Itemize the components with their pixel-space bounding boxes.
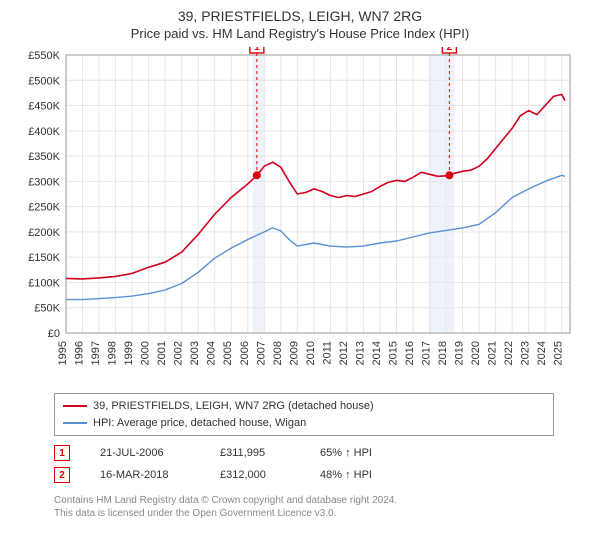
svg-text:£100K: £100K bbox=[28, 277, 60, 289]
sale-date: 21-JUL-2006 bbox=[100, 447, 190, 459]
svg-text:2018: 2018 bbox=[437, 341, 449, 365]
svg-text:2025: 2025 bbox=[553, 341, 565, 365]
chart-svg: £0 £50K £100K £150K £200K £250K £300K £350K £400… bbox=[20, 47, 580, 387]
svg-text:2010: 2010 bbox=[305, 341, 317, 365]
svg-text:£400K: £400K bbox=[28, 126, 60, 138]
page-title: 39, PRIESTFIELDS, LEIGH, WN7 2RG bbox=[10, 8, 590, 24]
svg-text:1997: 1997 bbox=[90, 341, 102, 365]
svg-text:£250K: £250K bbox=[28, 202, 60, 214]
sale-hpi: 65% ↑ HPI bbox=[320, 447, 410, 459]
svg-text:2007: 2007 bbox=[255, 341, 267, 365]
sale-price: £312,000 bbox=[220, 469, 290, 481]
svg-text:2008: 2008 bbox=[272, 341, 284, 365]
svg-text:2023: 2023 bbox=[520, 341, 532, 365]
svg-text:2002: 2002 bbox=[173, 341, 185, 365]
sales-table: 1 21-JUL-2006 £311,995 65% ↑ HPI 2 16-MA… bbox=[54, 442, 590, 486]
legend-item-property: 39, PRIESTFIELDS, LEIGH, WN7 2RG (detach… bbox=[63, 398, 545, 415]
sale-date: 16-MAR-2018 bbox=[100, 469, 190, 481]
svg-text:1999: 1999 bbox=[123, 341, 135, 365]
svg-text:2006: 2006 bbox=[239, 341, 251, 365]
svg-text:1995: 1995 bbox=[57, 341, 69, 365]
svg-text:2000: 2000 bbox=[140, 341, 152, 365]
svg-text:£550K: £550K bbox=[28, 50, 60, 62]
svg-text:2001: 2001 bbox=[156, 341, 168, 365]
svg-text:2020: 2020 bbox=[470, 341, 482, 365]
svg-text:1998: 1998 bbox=[107, 341, 119, 365]
svg-text:2011: 2011 bbox=[321, 341, 333, 365]
svg-text:2013: 2013 bbox=[354, 341, 366, 365]
svg-text:1: 1 bbox=[254, 47, 260, 53]
svg-text:£500K: £500K bbox=[28, 75, 60, 87]
svg-text:2017: 2017 bbox=[421, 341, 433, 365]
svg-text:£50K: £50K bbox=[34, 303, 60, 315]
footer: Contains HM Land Registry data © Crown c… bbox=[54, 494, 590, 520]
legend-label: HPI: Average price, detached house, Wiga… bbox=[93, 415, 306, 432]
svg-text:£150K: £150K bbox=[28, 252, 60, 264]
sale-row: 1 21-JUL-2006 £311,995 65% ↑ HPI bbox=[54, 442, 590, 464]
svg-text:2022: 2022 bbox=[503, 341, 515, 365]
legend: 39, PRIESTFIELDS, LEIGH, WN7 2RG (detach… bbox=[54, 393, 554, 436]
svg-text:£350K: £350K bbox=[28, 151, 60, 163]
svg-text:2: 2 bbox=[447, 47, 453, 53]
sale-badge: 2 bbox=[54, 467, 70, 483]
svg-text:2016: 2016 bbox=[404, 341, 416, 365]
sale-badge: 1 bbox=[54, 445, 70, 461]
sale-price: £311,995 bbox=[220, 447, 290, 459]
svg-text:2009: 2009 bbox=[288, 341, 300, 365]
price-chart: £0 £50K £100K £150K £200K £250K £300K £350K £400… bbox=[20, 47, 580, 387]
svg-text:2015: 2015 bbox=[387, 341, 399, 365]
legend-swatch bbox=[63, 405, 87, 407]
svg-text:2005: 2005 bbox=[222, 341, 234, 365]
svg-text:£450K: £450K bbox=[28, 101, 60, 113]
svg-text:£300K: £300K bbox=[28, 176, 60, 188]
svg-text:1996: 1996 bbox=[74, 341, 86, 365]
legend-item-hpi: HPI: Average price, detached house, Wiga… bbox=[63, 415, 545, 432]
svg-text:£200K: £200K bbox=[28, 227, 60, 239]
sale-hpi: 48% ↑ HPI bbox=[320, 469, 410, 481]
svg-text:£0: £0 bbox=[48, 328, 60, 340]
legend-label: 39, PRIESTFIELDS, LEIGH, WN7 2RG (detach… bbox=[93, 398, 374, 415]
svg-text:2024: 2024 bbox=[536, 341, 548, 365]
svg-text:2004: 2004 bbox=[206, 341, 218, 365]
legend-swatch bbox=[63, 422, 87, 424]
svg-text:2021: 2021 bbox=[487, 341, 499, 365]
svg-text:2019: 2019 bbox=[454, 341, 466, 365]
sale-row: 2 16-MAR-2018 £312,000 48% ↑ HPI bbox=[54, 464, 590, 486]
page-subtitle: Price paid vs. HM Land Registry's House … bbox=[10, 26, 590, 41]
svg-text:2012: 2012 bbox=[338, 341, 350, 365]
footer-line: This data is licensed under the Open Gov… bbox=[54, 507, 590, 520]
svg-text:2003: 2003 bbox=[189, 341, 201, 365]
footer-line: Contains HM Land Registry data © Crown c… bbox=[54, 494, 590, 507]
svg-text:2014: 2014 bbox=[371, 341, 383, 365]
